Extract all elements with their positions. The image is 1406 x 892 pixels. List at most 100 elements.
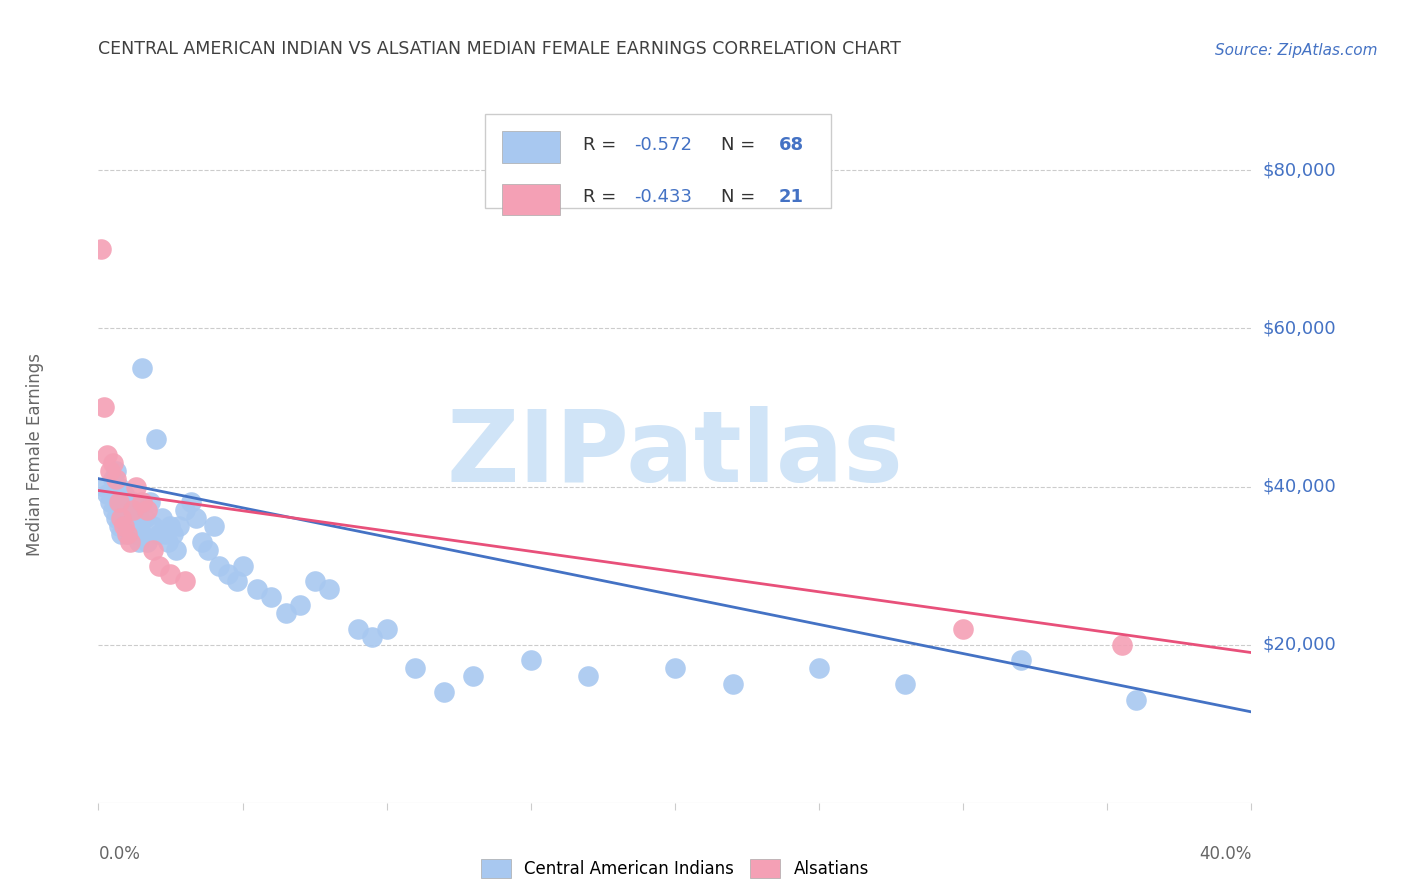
Point (131, 495, 153, 509)
Point (664, 661, 686, 675)
Point (107, 519, 129, 533)
Point (120, 535, 142, 549)
Point (96, 487, 118, 501)
Text: Source: ZipAtlas.com: Source: ZipAtlas.com (1215, 43, 1378, 58)
Point (139, 495, 162, 509)
Point (167, 519, 190, 533)
Text: 68: 68 (779, 136, 804, 154)
Point (112, 519, 135, 533)
Point (405, 661, 427, 675)
Point (117, 527, 138, 541)
Point (122, 511, 145, 525)
Text: 40.0%: 40.0% (1199, 845, 1251, 863)
Point (148, 527, 170, 541)
Point (125, 479, 148, 493)
Point (125, 519, 148, 533)
Text: R =: R = (582, 136, 621, 154)
Point (93, 479, 115, 493)
Point (153, 527, 176, 541)
Point (1010, 653, 1032, 667)
Text: $40,000: $40,000 (1263, 477, 1336, 496)
Text: 0.0%: 0.0% (98, 845, 141, 863)
Point (180, 495, 202, 509)
Point (361, 630, 384, 644)
Point (231, 558, 254, 573)
Point (578, 669, 600, 683)
Point (104, 511, 127, 525)
FancyBboxPatch shape (485, 114, 831, 208)
Point (721, 677, 744, 691)
Point (142, 542, 165, 557)
Text: 21: 21 (779, 188, 804, 206)
Point (136, 535, 159, 549)
Point (134, 511, 156, 525)
Point (225, 574, 247, 589)
Point (159, 566, 181, 581)
Text: $80,000: $80,000 (1263, 161, 1336, 179)
Point (148, 558, 170, 573)
Point (952, 622, 974, 636)
Point (1111, 638, 1133, 652)
Point (520, 653, 543, 667)
Point (110, 527, 132, 541)
Point (156, 535, 179, 549)
Point (110, 495, 132, 509)
Point (894, 677, 917, 691)
Text: Median Female Earnings: Median Female Earnings (25, 353, 44, 557)
Point (101, 472, 124, 486)
Text: CENTRAL AMERICAN INDIAN VS ALSATIAN MEDIAN FEMALE EARNINGS CORRELATION CHART: CENTRAL AMERICAN INDIAN VS ALSATIAN MEDI… (98, 40, 901, 58)
Point (174, 574, 197, 589)
Point (217, 566, 239, 581)
Point (197, 542, 219, 557)
Point (117, 527, 138, 541)
Point (101, 456, 124, 470)
Point (104, 472, 127, 486)
Point (433, 685, 456, 699)
Point (136, 503, 159, 517)
Point (145, 432, 167, 446)
Point (101, 503, 124, 517)
Point (107, 479, 129, 493)
Point (186, 511, 208, 525)
Text: -0.433: -0.433 (634, 188, 693, 206)
Point (318, 582, 340, 597)
Point (98, 495, 121, 509)
Point (93, 401, 115, 415)
Point (120, 519, 142, 533)
Point (112, 503, 135, 517)
Text: R =: R = (582, 188, 621, 206)
Point (461, 669, 484, 683)
Text: N =: N = (721, 136, 761, 154)
Point (274, 606, 297, 620)
Text: $60,000: $60,000 (1263, 319, 1336, 337)
Text: ZIPatlas: ZIPatlas (447, 407, 903, 503)
Point (117, 511, 138, 525)
Point (104, 464, 127, 478)
Point (131, 527, 153, 541)
Point (159, 519, 181, 533)
Point (150, 511, 173, 525)
Point (165, 542, 187, 557)
Point (290, 598, 312, 612)
Point (128, 535, 150, 549)
Point (375, 622, 398, 636)
Point (96, 448, 118, 462)
Point (162, 527, 184, 541)
Legend: Central American Indians, Alsatians: Central American Indians, Alsatians (474, 853, 876, 885)
Point (174, 503, 197, 517)
Point (1125, 693, 1147, 707)
Point (122, 495, 145, 509)
Text: -0.572: -0.572 (634, 136, 693, 154)
Point (110, 511, 132, 525)
FancyBboxPatch shape (502, 131, 560, 162)
Point (131, 361, 153, 376)
Point (107, 495, 129, 509)
Point (120, 503, 142, 517)
Point (122, 503, 145, 517)
Point (128, 511, 150, 525)
Point (208, 558, 231, 573)
Text: $20,000: $20,000 (1263, 636, 1336, 654)
Point (90, 243, 112, 257)
Point (807, 661, 830, 675)
FancyBboxPatch shape (502, 184, 560, 215)
